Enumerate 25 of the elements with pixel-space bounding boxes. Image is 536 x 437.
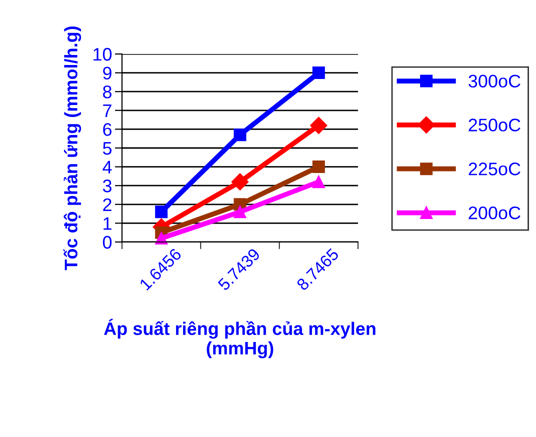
point [312,66,325,80]
y-tick-label: 0 [102,236,112,249]
y-tick-label: 6 [103,123,112,136]
y-tick-label: 8 [103,86,112,98]
y-tick-label: 4 [102,160,112,174]
y-tick-label: 7 [103,104,112,117]
legend-label: 250oC [468,118,520,132]
point [310,116,328,134]
point [234,206,246,218]
y-tick-label: 1 [104,217,112,230]
legend-label: 300oC [468,74,520,88]
x-axis-title: Áp suất riêng phần của m-xylen (mmHg) [104,318,376,358]
y-axis-title: Tốc độ phản ứng (mmol/h.g) [63,26,82,270]
point [234,128,246,142]
legend-label: 225oC [468,162,520,176]
point [312,160,325,174]
y-tick-label: 2 [103,198,112,211]
point [155,206,168,218]
point [231,173,249,190]
y-tick-label: 3 [102,180,112,192]
legend-label: 200oC [468,206,520,220]
y-tick-label: 10 [94,48,112,61]
y-tick-label: 5 [102,142,112,155]
point [312,176,325,188]
y-tick-label: 9 [103,66,112,80]
